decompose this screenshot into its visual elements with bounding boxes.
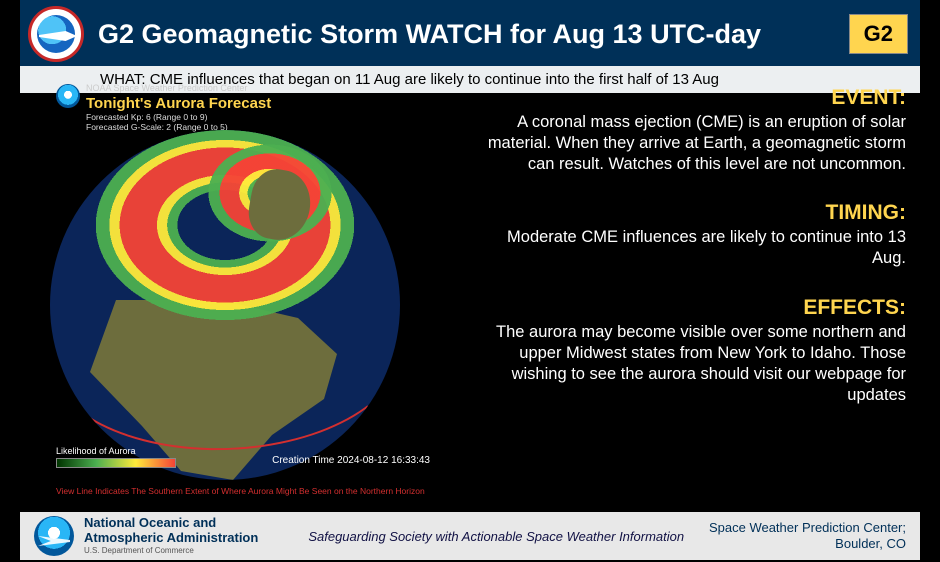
aurora-legend: Likelihood of Aurora [56,446,176,468]
footer-right-line1: Space Weather Prediction Center; [709,520,906,536]
footer-tagline: Safeguarding Society with Actionable Spa… [258,529,709,544]
footer-org-line2: Atmospheric Administration [84,531,258,545]
map-source-line: NOAA Space Weather Prediction Center [86,83,271,93]
page-title: G2 Geomagnetic Storm WATCH for Aug 13 UT… [98,19,849,50]
view-line-note: View Line Indicates The Southern Extent … [56,486,425,496]
legend-label: Likelihood of Aurora [56,446,176,456]
legend-gradient-bar [56,458,176,468]
header-title-row: G2 Geomagnetic Storm WATCH for Aug 13 UT… [20,0,920,62]
timing-body: Moderate CME influences are likely to co… [480,227,906,269]
event-body: A coronal mass ejection (CME) is an erup… [480,112,906,175]
footer-org-block: National Oceanic and Atmospheric Adminis… [84,516,258,555]
footer-dept: U.S. Department of Commerce [84,547,258,556]
footer-org-line1: National Oceanic and [84,516,258,530]
footer-right-block: Space Weather Prediction Center; Boulder… [709,520,906,551]
timing-heading: TIMING: [480,201,906,225]
effects-heading: EFFECTS: [480,296,906,320]
map-kp-line: Forecasted Kp: 6 (Range 0 to 9) [86,112,271,122]
severity-badge: G2 [849,14,908,54]
map-creation-time: Creation Time 2024-08-12 16:33:43 [272,455,430,466]
globe-wrap [50,130,400,480]
text-pane: EVENT: A coronal mass ejection (CME) is … [470,78,920,508]
noaa-small-icon [56,84,80,108]
map-header-text: NOAA Space Weather Prediction Center Ton… [86,83,271,132]
aurora-map-pane: NOAA Space Weather Prediction Center Ton… [20,78,470,508]
header-bar: G2 Geomagnetic Storm WATCH for Aug 13 UT… [20,0,920,75]
noaa-logo-icon [34,516,74,556]
globe [50,130,400,480]
map-title: Tonight's Aurora Forecast [86,95,271,112]
footer-right-line2: Boulder, CO [709,536,906,552]
footer-bar: National Oceanic and Atmospheric Adminis… [20,512,920,560]
event-heading: EVENT: [480,86,906,110]
main-content: NOAA Space Weather Prediction Center Ton… [20,78,920,508]
nws-logo-icon [28,6,84,62]
effects-body: The aurora may become visible over some … [480,322,906,406]
